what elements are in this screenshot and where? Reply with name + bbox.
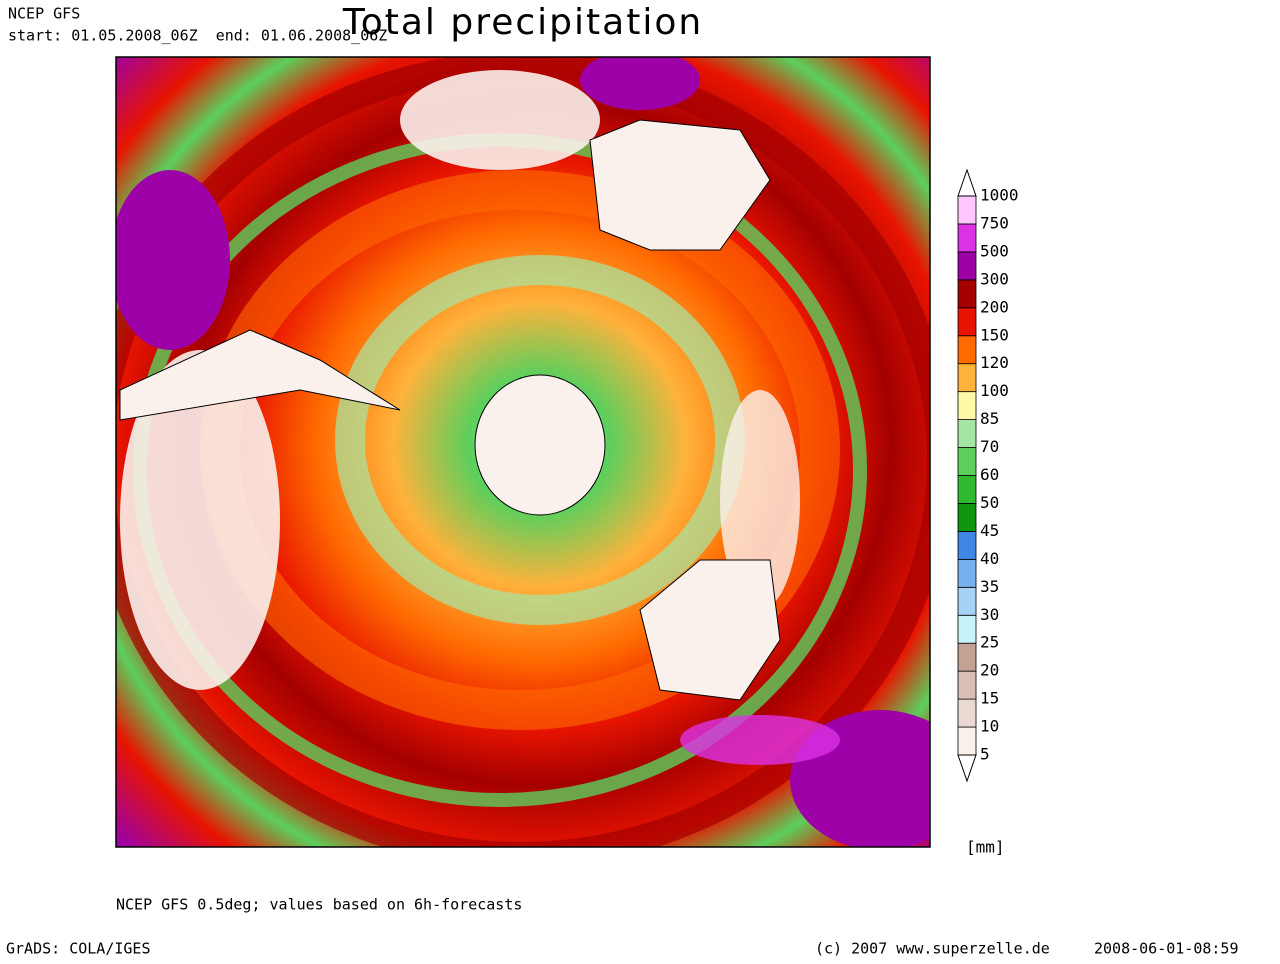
colorbar-arrow-bottom bbox=[957, 754, 977, 783]
colorbar-label: 750 bbox=[980, 213, 1009, 232]
colorbar-box bbox=[957, 531, 977, 560]
footnote: NCEP GFS 0.5deg; values based on 6h-fore… bbox=[116, 896, 522, 914]
timestamp: 2008-06-01-08:59 bbox=[1094, 940, 1239, 958]
colorbar-label: 60 bbox=[980, 465, 999, 484]
period-label: start: 01.05.2008_06Z end: 01.06.2008_06… bbox=[8, 27, 387, 45]
copyright: (c) 2007 www.superzelle.de bbox=[815, 940, 1050, 958]
colorbar-box bbox=[957, 586, 977, 616]
colorbar-box bbox=[957, 447, 977, 476]
colorbar-label: 500 bbox=[980, 241, 1009, 260]
colorbar-box bbox=[957, 195, 977, 225]
map-frame bbox=[115, 56, 931, 848]
map-title: Total precipitation bbox=[342, 2, 703, 43]
colorbar-label: 5 bbox=[980, 745, 990, 764]
colorbar-label: 15 bbox=[980, 689, 999, 708]
colorbar-box bbox=[957, 475, 977, 504]
colorbar-box bbox=[957, 698, 977, 728]
colorbar-box bbox=[957, 419, 977, 448]
colorbar-label: 30 bbox=[980, 605, 999, 624]
colorbar-label: 200 bbox=[980, 297, 1009, 316]
colorbar-arrow-top bbox=[957, 168, 977, 197]
colorbar-label: 150 bbox=[980, 325, 1009, 344]
colorbar-box bbox=[957, 503, 977, 532]
colorbar-label: 120 bbox=[980, 353, 1009, 372]
colorbar: 5 10 15 20 25 30 35 40 45 50 60 70 85 100 120 150 200 300… bbox=[957, 168, 1019, 783]
colorbar-box bbox=[957, 307, 977, 337]
colorbar-label: 85 bbox=[980, 409, 999, 428]
colorbar-label: 45 bbox=[980, 521, 999, 540]
model-label: NCEP GFS bbox=[8, 5, 80, 23]
colorbar-label: 70 bbox=[980, 437, 999, 456]
colorbar-box bbox=[957, 558, 977, 588]
colorbar-box bbox=[957, 363, 977, 393]
colorbar-box bbox=[957, 223, 977, 253]
colorbar-box bbox=[957, 335, 977, 365]
colorbar-label: 20 bbox=[980, 661, 999, 680]
colorbar-label: 35 bbox=[980, 577, 999, 596]
unit-label: [mm] bbox=[966, 838, 1005, 857]
precipitation-map bbox=[116, 57, 930, 847]
colorbar-label: 25 bbox=[980, 633, 999, 652]
colorbar-box bbox=[957, 279, 977, 309]
colorbar-box bbox=[957, 642, 977, 672]
colorbar-label: 40 bbox=[980, 549, 999, 568]
colorbar-box bbox=[957, 251, 977, 281]
colorbar-label: 100 bbox=[980, 381, 1009, 400]
software-credit: GrADS: COLA/IGES bbox=[6, 940, 151, 958]
colorbar-box bbox=[957, 726, 977, 756]
colorbar-label: 300 bbox=[980, 269, 1009, 288]
colorbar-box bbox=[957, 391, 977, 420]
colorbar-box bbox=[957, 614, 977, 644]
colorbar-label: 1000 bbox=[980, 186, 1019, 205]
colorbar-label: 10 bbox=[980, 717, 999, 736]
colorbar-label: 50 bbox=[980, 493, 999, 512]
colorbar-box bbox=[957, 670, 977, 700]
